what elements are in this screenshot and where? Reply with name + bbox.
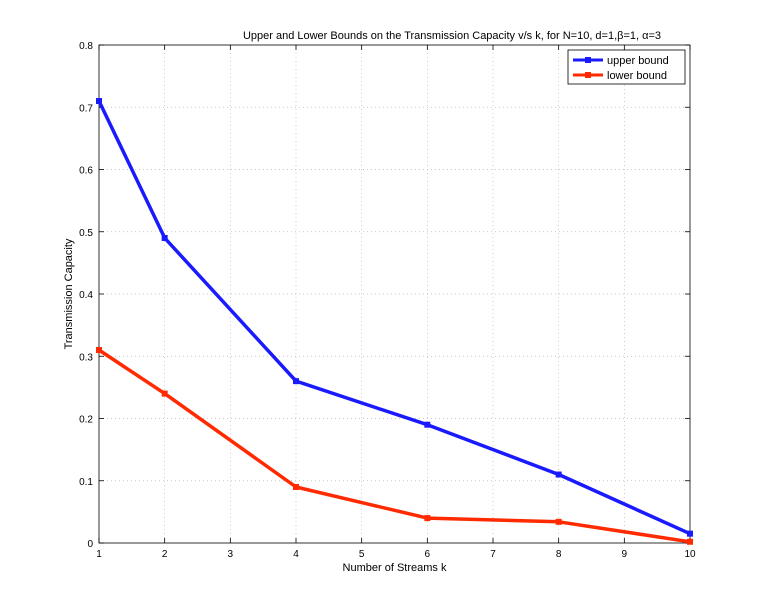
- data-point-lower-bound: [555, 518, 562, 525]
- data-point-lower-bound: [161, 390, 168, 397]
- axis-ticks: 1 2 3 4 5 6 7 8 9 10 0 0.1 0.2 0.3 0.4 0.5 0.6 0.7 0.8: [79, 41, 696, 560]
- chart-title: Upper and Lower Bounds on the Transmissi…: [243, 30, 661, 42]
- y-tick-label: 0.3: [79, 352, 93, 363]
- data-point-upper-bound: [161, 234, 168, 241]
- y-tick-label: 0: [87, 539, 93, 550]
- y-tick-label: 0.2: [79, 415, 93, 426]
- y-tick-label: 0.5: [79, 228, 93, 239]
- grid: [99, 45, 690, 543]
- x-tick-label: 9: [622, 549, 628, 560]
- data-point-lower-bound: [424, 515, 431, 522]
- x-tick-label: 10: [684, 549, 696, 560]
- y-tick-label: 0.8: [79, 41, 93, 52]
- y-tick-label: 0.4: [79, 290, 93, 301]
- data-point-lower-bound: [687, 538, 693, 545]
- legend-box: [567, 49, 686, 85]
- x-tick-label: 4: [293, 549, 299, 560]
- y-tick-label: 0.7: [79, 103, 93, 114]
- data-point-upper-bound: [96, 98, 102, 105]
- data-point-lower-bound: [293, 483, 299, 490]
- series-line-upper-bound: [97, 100, 691, 536]
- data-point-upper-bound: [424, 421, 431, 428]
- series-line-lower-bound: [98, 348, 691, 544]
- y-tick-label: 0.6: [79, 166, 93, 177]
- x-tick-label: 3: [228, 549, 234, 560]
- data-point-upper-bound: [687, 530, 693, 537]
- x-tick-label: 1: [96, 549, 102, 560]
- x-tick-label: 7: [490, 549, 496, 560]
- data-point-lower-bound: [96, 347, 102, 354]
- x-axis-label: Number of Streams k: [343, 562, 447, 574]
- legend-marker-lower-bound: [585, 72, 591, 78]
- legend-label-upper-bound: upper bound: [607, 55, 669, 67]
- y-axis-label: Transmission Capacity: [63, 238, 75, 349]
- legend: upper bound lower bound: [567, 49, 686, 85]
- legend-marker-upper-bound: [585, 57, 591, 63]
- y-tick-label: 0.1: [79, 477, 93, 488]
- series-group: [96, 98, 693, 545]
- data-point-upper-bound: [555, 471, 562, 478]
- x-tick-label: 8: [556, 549, 562, 560]
- data-point-upper-bound: [293, 378, 299, 385]
- x-tick-label: 2: [162, 549, 168, 560]
- legend-label-lower-bound: lower bound: [607, 70, 667, 82]
- x-tick-label: 6: [425, 549, 431, 560]
- x-tick-label: 5: [359, 549, 365, 560]
